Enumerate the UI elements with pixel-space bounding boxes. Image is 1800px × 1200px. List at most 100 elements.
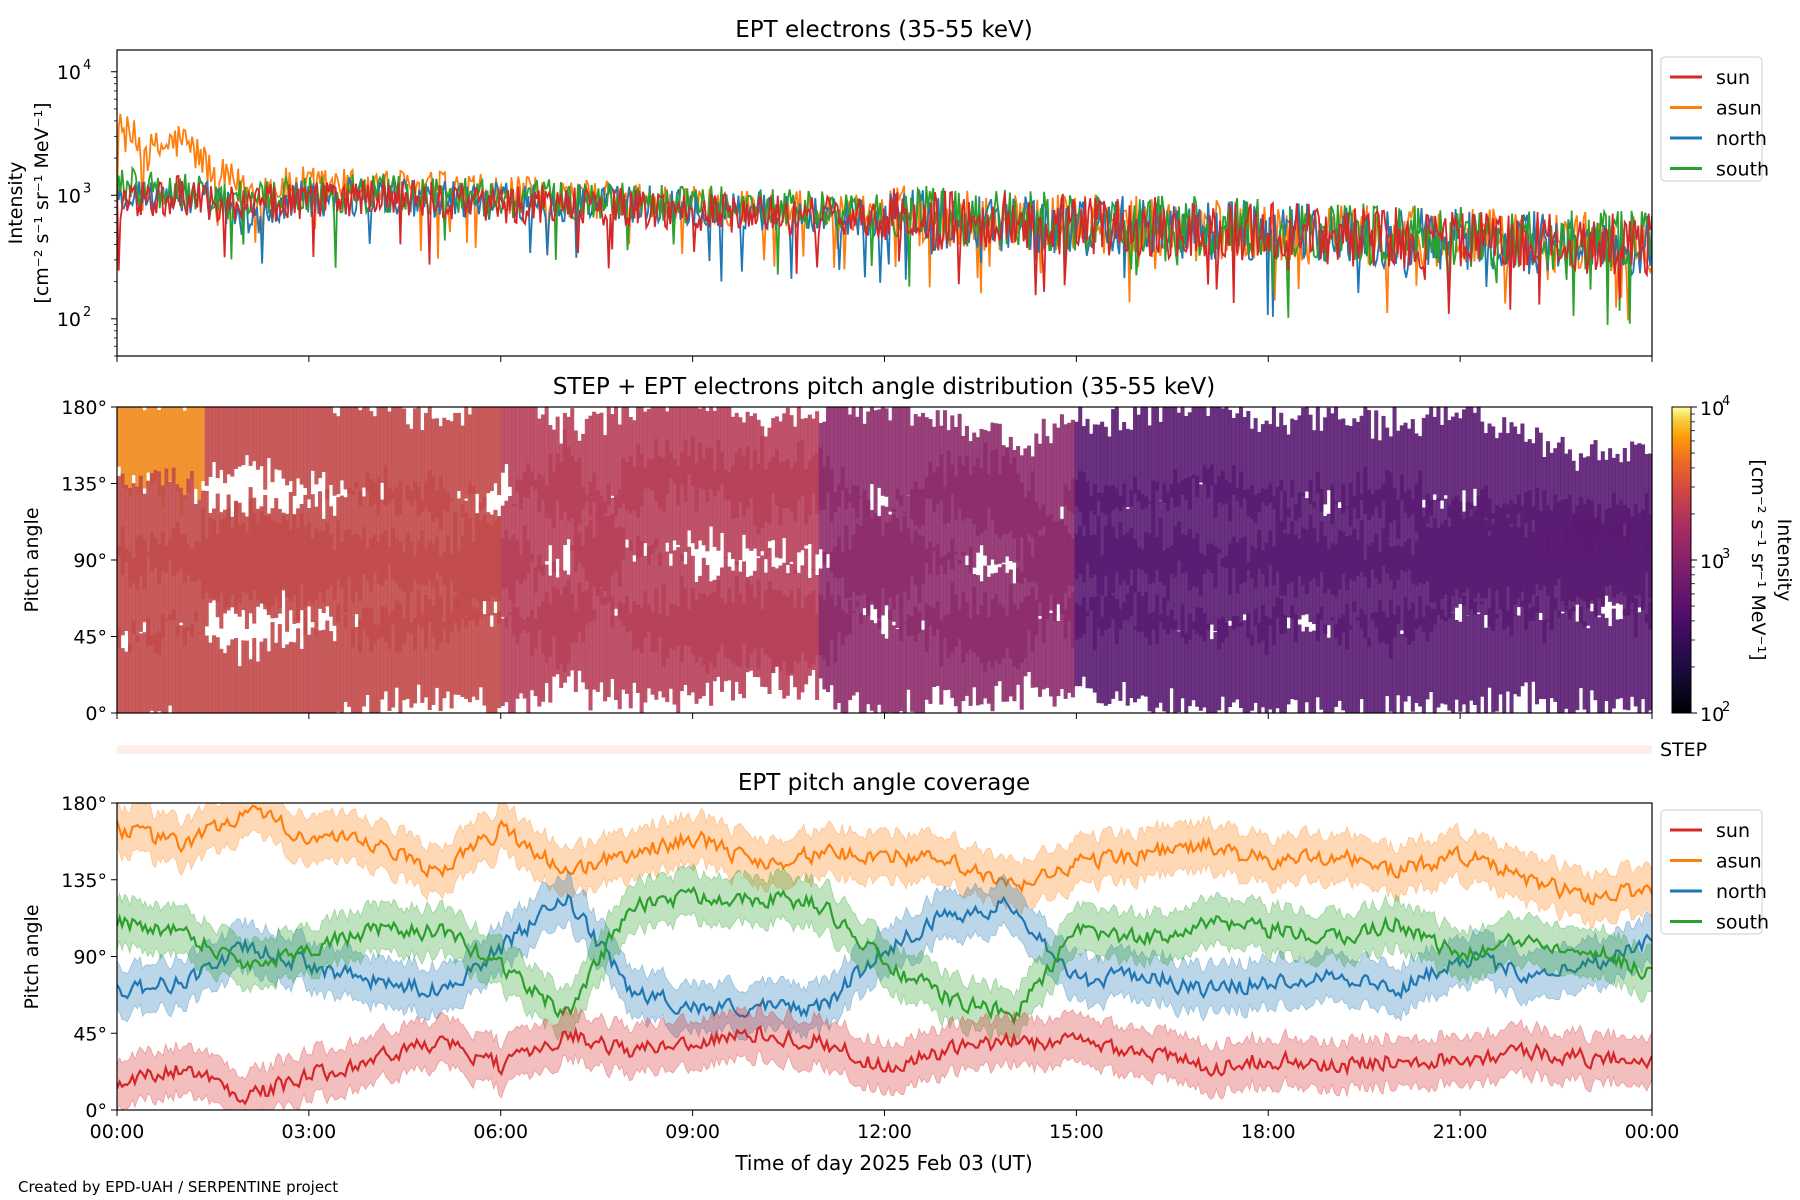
heatmap-cell	[1023, 497, 1028, 578]
heatmap-cell	[1235, 487, 1240, 594]
heatmap-cell	[1330, 413, 1335, 525]
heatmap-cell	[668, 565, 673, 649]
heatmap-cell	[1271, 546, 1276, 645]
heatmap-cell	[427, 599, 432, 710]
heatmap-cell	[464, 407, 469, 499]
heatmap-cell	[1070, 538, 1075, 648]
heatmap-cell	[1578, 453, 1583, 540]
heatmap-cell	[241, 523, 246, 611]
heatmap-cell	[285, 513, 290, 597]
heatmap-cell	[639, 541, 644, 654]
heatmap-cell	[833, 492, 838, 578]
heatmap-cell	[1107, 485, 1112, 598]
heatmap-cell	[1074, 602, 1079, 687]
heatmap-cell	[296, 508, 301, 621]
heatmap-cell	[387, 546, 392, 649]
panel1-plot-area	[117, 113, 1652, 325]
heatmap-cell	[226, 494, 231, 608]
heatmap-cell	[270, 622, 275, 713]
heatmap-cell	[811, 568, 816, 665]
heatmap-cell	[928, 605, 933, 704]
heatmap-cell	[1140, 596, 1145, 696]
heatmap-cell	[1334, 624, 1339, 707]
heatmap-cell	[391, 407, 396, 499]
heatmap-cell	[372, 416, 377, 504]
heatmap-cell	[800, 565, 805, 653]
heatmap-cell	[1063, 609, 1068, 699]
heatmap-cell	[1282, 425, 1287, 530]
heatmap-cell	[1615, 511, 1620, 604]
heatmap-cell	[840, 467, 845, 578]
heatmap-cell	[394, 538, 399, 653]
heatmap-cell	[369, 538, 374, 653]
heatmap-cell	[599, 588, 604, 683]
heatmap-cell	[1326, 407, 1331, 491]
heatmap-cell	[1202, 613, 1207, 708]
heatmap-cell	[281, 515, 286, 591]
y-tick-label: 90°	[73, 947, 107, 969]
heatmap-cell	[508, 612, 513, 713]
heatmap-cell	[350, 407, 355, 495]
heatmap-cell	[296, 628, 301, 713]
heatmap-cell	[1330, 617, 1335, 713]
heatmap-cell	[1644, 541, 1649, 624]
heatmap-cell	[124, 484, 129, 562]
heatmap-cell	[1341, 418, 1346, 514]
heatmap-cell	[1169, 609, 1174, 689]
heatmap-cell	[215, 493, 220, 603]
heatmap-cell	[1297, 624, 1302, 713]
legend-label-north: north	[1716, 128, 1767, 150]
heatmap-cell	[252, 638, 257, 713]
heatmap-cell	[131, 620, 136, 713]
heatmap-cell	[1392, 546, 1397, 638]
heatmap-cell	[1133, 476, 1138, 593]
heatmap-cell	[1144, 407, 1149, 508]
heatmap-cell	[387, 411, 392, 503]
heatmap-cell	[1027, 542, 1032, 631]
heatmap-cell	[1476, 407, 1481, 519]
heatmap-cell	[314, 506, 319, 600]
heatmap-cell	[1129, 585, 1134, 698]
heatmap-cell	[676, 466, 681, 545]
heatmap-cell	[636, 535, 641, 649]
heatmap-cell	[1085, 611, 1090, 689]
heatmap-cell	[851, 407, 856, 509]
heatmap-cell	[742, 604, 747, 699]
heatmap-cell	[402, 408, 407, 504]
heatmap-cell	[793, 570, 798, 661]
heatmap-cell	[1366, 545, 1371, 647]
heatmap-cell	[848, 599, 853, 701]
heatmap-cell	[895, 628, 900, 713]
heatmap-cell	[880, 407, 885, 496]
heatmap-cell	[785, 573, 790, 676]
heatmap-cell	[537, 606, 542, 707]
heatmap-cell	[1487, 498, 1492, 589]
heatmap-cell	[1421, 507, 1426, 585]
panel2-y-axis: 0° 45° 90° 135° 180°	[61, 397, 117, 725]
heatmap-cell	[1414, 433, 1419, 533]
heatmap-cell	[1425, 414, 1430, 524]
heatmap-cell	[380, 606, 385, 700]
heatmap-cell	[1100, 616, 1105, 704]
heatmap-cell	[1348, 535, 1353, 630]
heatmap-cell	[1480, 421, 1485, 535]
heatmap-cell	[734, 452, 739, 566]
heatmap-cell	[219, 407, 224, 470]
heatmap-cell	[610, 414, 615, 496]
heatmap-cell	[343, 614, 348, 702]
heatmap-cell	[1304, 498, 1309, 594]
heatmap-cell	[1125, 508, 1130, 585]
heatmap-cell	[1176, 631, 1181, 712]
heatmap-cell	[230, 528, 235, 608]
heatmap-cell	[1059, 518, 1064, 615]
heatmap-cell	[1275, 487, 1280, 572]
heatmap-cell	[1546, 505, 1551, 596]
heatmap-cell	[1622, 448, 1627, 524]
heatmap-cell	[701, 407, 706, 490]
heatmap-cell	[1140, 407, 1145, 509]
legend-label-asun: asun	[1716, 851, 1762, 873]
heatmap-cell	[895, 407, 900, 500]
heatmap-cell	[632, 561, 637, 651]
heatmap-cell	[767, 461, 772, 542]
heatmap-cell	[1593, 520, 1598, 613]
